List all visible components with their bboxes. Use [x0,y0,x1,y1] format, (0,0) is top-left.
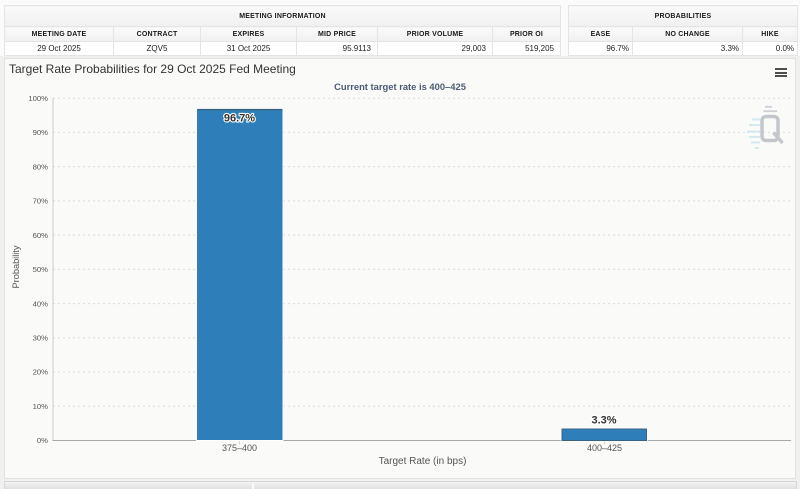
svg-text:375–400: 375–400 [222,443,257,453]
svg-text:10%: 10% [33,402,49,411]
svg-text:90%: 90% [33,128,49,137]
svg-text:50%: 50% [33,265,49,274]
svg-text:70%: 70% [33,197,49,206]
svg-text:96.7%: 96.7% [224,113,255,125]
svg-text:60%: 60% [33,231,49,240]
svg-text:100%: 100% [28,94,48,103]
svg-text:80%: 80% [33,162,49,171]
svg-text:Probability: Probability [11,245,21,288]
svg-text:3.3%: 3.3% [591,415,616,427]
svg-text:0%: 0% [37,436,48,445]
svg-text:40%: 40% [33,299,49,308]
svg-text:Target Rate (in bps): Target Rate (in bps) [379,456,467,467]
svg-text:20%: 20% [33,368,49,377]
svg-text:30%: 30% [33,334,49,343]
svg-text:400–425: 400–425 [587,443,622,453]
